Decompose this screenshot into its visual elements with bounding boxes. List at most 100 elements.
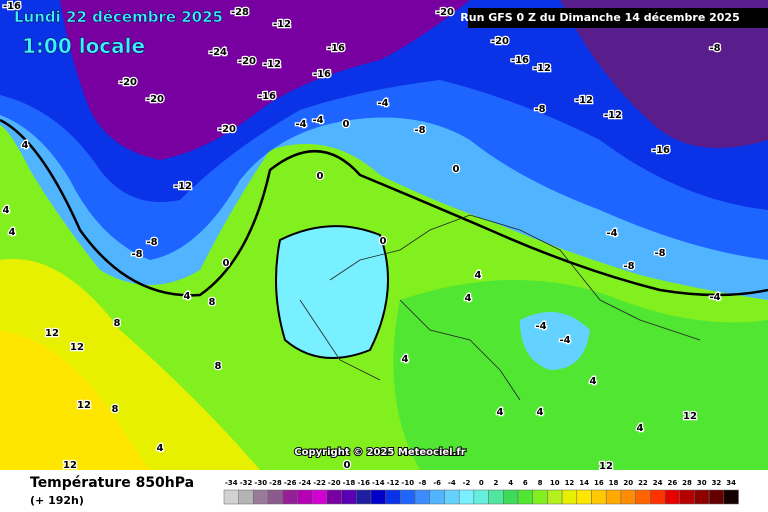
scale-swatch xyxy=(238,489,254,505)
mild-area xyxy=(393,280,768,470)
contour-label: 4 xyxy=(184,291,191,302)
contour-label: 12 xyxy=(683,411,697,422)
contour-label: -4 xyxy=(295,119,306,130)
contour-label: 12 xyxy=(599,461,613,472)
scale-swatch xyxy=(356,489,372,505)
scale-label: -16 xyxy=(357,479,370,487)
contour-label: -24 xyxy=(209,47,227,58)
contour-label: 12 xyxy=(63,460,77,471)
scale-label: -26 xyxy=(284,479,297,487)
scale-swatch xyxy=(444,489,460,505)
contour-label: -12 xyxy=(533,63,551,74)
contour-label: 4 xyxy=(402,354,409,365)
scale-swatch xyxy=(635,489,651,505)
contour-label: 0 xyxy=(317,171,324,182)
scale-swatch xyxy=(620,489,636,505)
scale-swatch xyxy=(503,489,519,505)
contour-label: -28 xyxy=(231,7,249,18)
scale-label: 24 xyxy=(653,479,663,487)
scale-swatch xyxy=(458,489,475,505)
scale-label: 2 xyxy=(494,479,499,487)
scale-label: -4 xyxy=(448,479,456,487)
contour-label: 4 xyxy=(637,423,644,434)
scale-swatch xyxy=(414,489,431,505)
contour-label: 0 xyxy=(344,460,351,471)
scale-swatch xyxy=(532,489,548,505)
scale-swatch xyxy=(605,489,622,505)
scale-label: 18 xyxy=(609,479,619,487)
contour-label: -20 xyxy=(146,94,164,105)
scale-swatch xyxy=(650,489,666,505)
scale-swatch xyxy=(708,489,725,505)
scale-label: 32 xyxy=(712,479,722,487)
scale-swatch xyxy=(429,489,445,505)
contour-labels: -16-20-20-24-20-28-12-12-16-20-12444-8-8… xyxy=(1,0,722,472)
scale-label: -34 xyxy=(225,479,238,487)
map-field: -16-20-20-24-20-28-12-12-16-20-12444-8-8… xyxy=(0,0,768,472)
scale-label: -10 xyxy=(401,479,414,487)
contour-label: 4 xyxy=(497,407,504,418)
contour-label: -16 xyxy=(3,1,21,12)
run-banner xyxy=(468,8,768,28)
contour-label: -8 xyxy=(414,125,425,136)
scale-swatch xyxy=(253,489,269,505)
run-info: Run GFS 0 Z du Dimanche 14 décembre 2025 xyxy=(460,11,739,24)
lead-time: (+ 192h) xyxy=(30,494,84,507)
contour-label: -12 xyxy=(263,59,281,70)
scale-label: -2 xyxy=(463,479,471,487)
scale-label: 30 xyxy=(697,479,707,487)
contour-label: 4 xyxy=(9,227,16,238)
scale-swatch xyxy=(576,489,592,505)
time: 1:00 locale xyxy=(22,34,145,58)
scale-swatch xyxy=(385,489,401,505)
contour-label: 8 xyxy=(112,404,119,415)
scale-label: 12 xyxy=(565,479,575,487)
contour-label: 0 xyxy=(223,258,230,269)
very-cold-area xyxy=(560,0,768,148)
contour-label: -16 xyxy=(258,91,276,102)
scale-swatch xyxy=(223,489,239,505)
contour-label: -16 xyxy=(313,69,331,80)
contour-label: -4 xyxy=(312,115,323,126)
scale-label: -6 xyxy=(433,479,441,487)
contour-label: 4 xyxy=(465,293,472,304)
contour-label: 0 xyxy=(380,236,387,247)
contour-label: 8 xyxy=(114,318,121,329)
scale-swatch xyxy=(400,489,416,505)
scale-swatch xyxy=(723,489,739,505)
scale-swatch xyxy=(297,489,313,505)
scale-swatch xyxy=(664,489,680,505)
coastline xyxy=(299,214,701,401)
scale-swatch xyxy=(547,489,563,505)
warm-area xyxy=(0,330,150,470)
contour-label: -4 xyxy=(377,98,388,109)
contour-label: 12 xyxy=(77,400,91,411)
contour-label: -12 xyxy=(604,110,622,121)
scale-swatch xyxy=(473,489,489,505)
scale-label: -20 xyxy=(328,479,341,487)
scale-swatch xyxy=(326,489,342,505)
contour-label: 0 xyxy=(453,164,460,175)
contour-label: 4 xyxy=(537,407,544,418)
cool-pool xyxy=(276,226,388,358)
contour-label: -4 xyxy=(535,321,546,332)
contour-label: -8 xyxy=(146,237,157,248)
scale-swatch xyxy=(282,489,298,505)
contour-label: -4 xyxy=(606,228,617,239)
scale-label: 0 xyxy=(479,479,484,487)
contour-label: 12 xyxy=(45,328,59,339)
zero-isotherm xyxy=(275,225,389,359)
copyright: Copyright © 2025 Meteociel.fr xyxy=(294,447,465,458)
contour-label: -20 xyxy=(436,7,454,18)
scale-label: 8 xyxy=(538,479,543,487)
contour-label: -8 xyxy=(654,248,665,259)
contour-label: 4 xyxy=(590,376,597,387)
legend-title: Température 850hPa xyxy=(30,475,194,491)
scale-label: 34 xyxy=(726,479,736,487)
zero-isotherm xyxy=(0,118,768,297)
scale-label: -14 xyxy=(372,479,385,487)
contour-label: -16 xyxy=(327,43,345,54)
cool-pool xyxy=(520,312,590,370)
scale-label: 14 xyxy=(579,479,589,487)
scale-label: 6 xyxy=(523,479,528,487)
